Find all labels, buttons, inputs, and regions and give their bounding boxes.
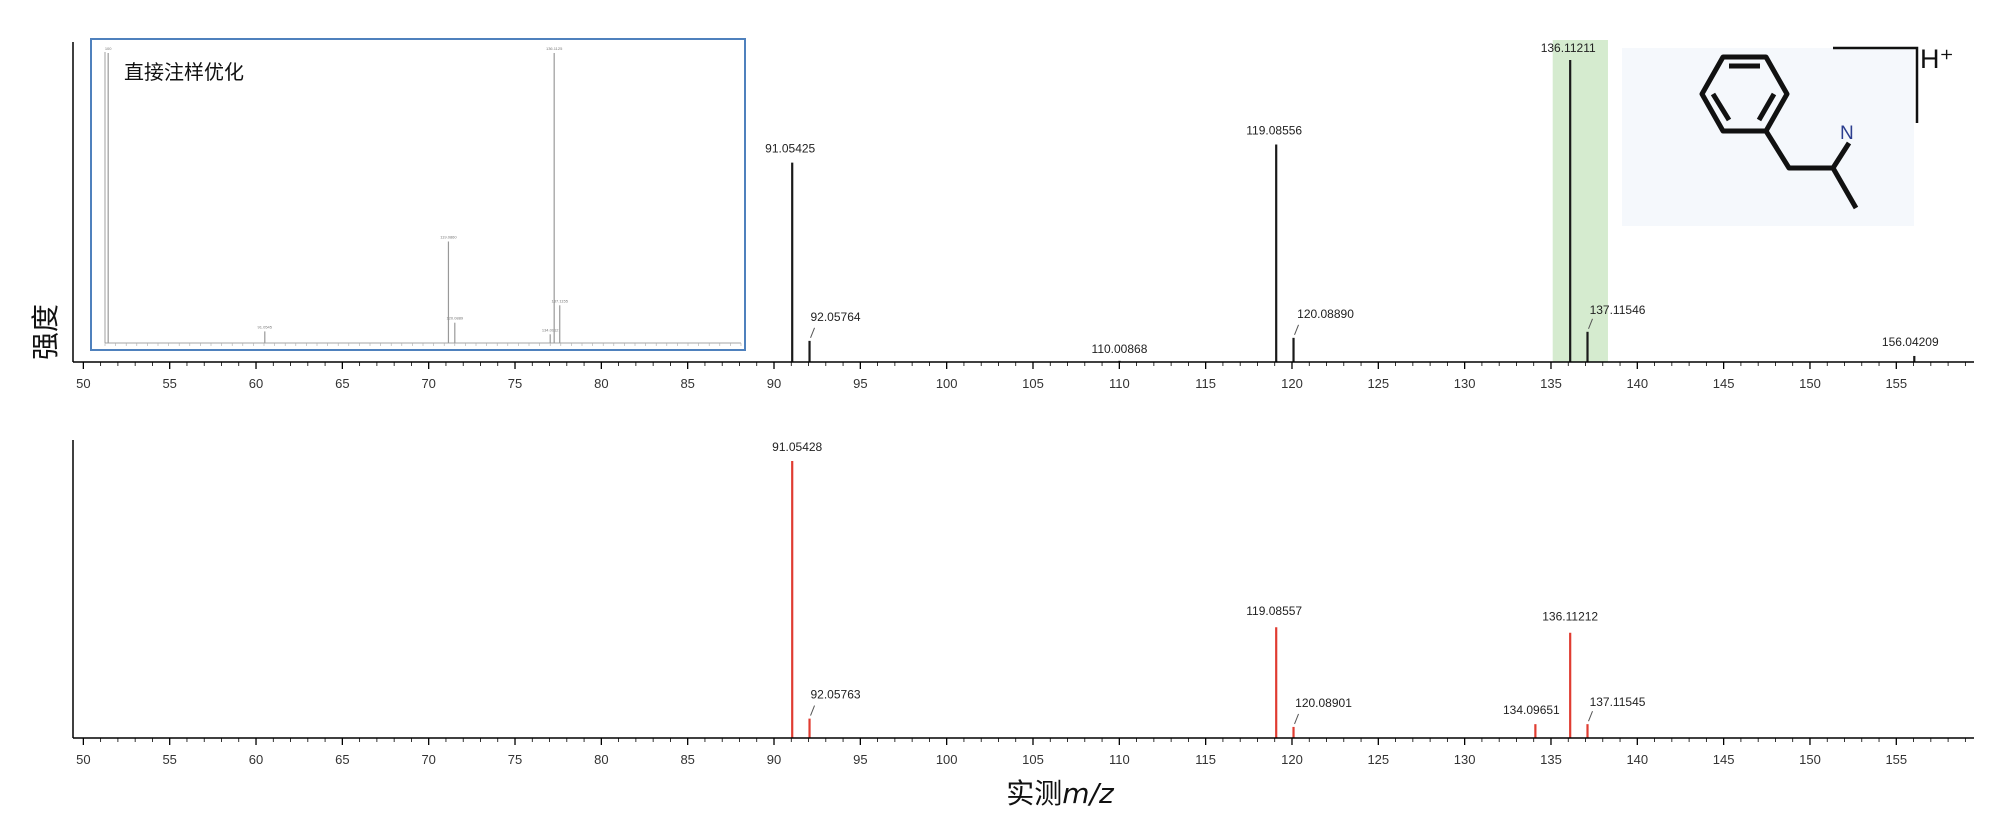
x-tick-label: 65 — [335, 752, 349, 767]
x-tick-label: 60 — [249, 376, 263, 391]
peak-label: 156.04209 — [1882, 335, 1939, 349]
x-tick-label: 60 — [249, 752, 263, 767]
peak-label: 136.11211 — [1541, 41, 1596, 55]
peak-label: 134.09651 — [1503, 703, 1560, 717]
benzene-double-bond — [1756, 92, 1777, 122]
bottom-peaks-group — [791, 461, 1589, 738]
x-tick-label: 125 — [1367, 752, 1389, 767]
peak-label: 92.05763 — [811, 688, 861, 702]
x-tick-label: 95 — [853, 376, 867, 391]
x-tick-label: 70 — [421, 376, 435, 391]
peak-label-leader — [1588, 710, 1593, 722]
bottom-peak-labels-group: 91.05428 92.05763 119.08557 120.08901 134.09… — [772, 440, 1646, 725]
inset-title: 直接注样优化 — [124, 60, 244, 84]
peak-label: 120.08890 — [1297, 307, 1354, 321]
x-tick-label: 145 — [1713, 752, 1735, 767]
x-tick-label: 150 — [1799, 752, 1821, 767]
nitrogen-atom-label: N — [1840, 123, 1854, 144]
top-spectrum-panel: 91.05425 92.05764 110.00868 119.08556 120.08… — [72, 40, 1974, 391]
peak-label: 91.05425 — [765, 142, 815, 156]
inset-peak-label: 91.0545 — [258, 324, 273, 329]
x-axis-title-variable: m/z — [1062, 777, 1115, 810]
x-tick-label: 155 — [1885, 376, 1907, 391]
peak-label-leader — [810, 327, 815, 339]
peak-label: 120.08901 — [1295, 696, 1352, 710]
top-x-ticks-group: 50 55 60 65 70 75 80 85 90 95 100 105 110 115 120 125 13… — [76, 362, 1966, 391]
x-tick-label: 120 — [1281, 752, 1303, 767]
precursor-highlight-band — [1552, 40, 1608, 362]
y-axis-title: 强度 — [29, 304, 62, 360]
x-tick-label: 115 — [1195, 376, 1216, 391]
x-tick-label: 85 — [680, 376, 694, 391]
x-tick-label: 110 — [1109, 376, 1130, 391]
x-tick-label: 90 — [767, 376, 781, 391]
x-tick-label: 90 — [767, 752, 781, 767]
methyl-bond — [1830, 166, 1859, 210]
x-tick-label: 125 — [1367, 376, 1389, 391]
inset-peaks-group: 100 91.0545 119.0860 120.0889 134.0912 136.11… — [105, 46, 569, 343]
x-tick-label: 55 — [162, 752, 176, 767]
x-tick-label: 75 — [508, 376, 522, 391]
peak-label: 119.08557 — [1246, 604, 1302, 618]
x-tick-label: 70 — [421, 752, 435, 767]
benzene-double-bond — [1710, 92, 1732, 122]
x-tick-label: 50 — [76, 376, 90, 391]
inset-frame — [90, 38, 746, 351]
x-tick-label: 140 — [1626, 752, 1648, 767]
x-tick-label: 80 — [594, 752, 608, 767]
peak-label-leader — [1294, 713, 1299, 725]
x-tick-label: 100 — [936, 376, 958, 391]
x-tick-label: 150 — [1799, 376, 1821, 391]
inset-peak-label: 137.1155 — [552, 298, 569, 303]
x-tick-label: 80 — [594, 376, 608, 391]
top-peak-labels-group: 91.05425 92.05764 110.00868 119.08556 120.08… — [765, 41, 1939, 356]
inset-peak-label: 119.0860 — [440, 235, 457, 240]
inset-spectrum: 直接注样优化 100 91.0545 119.0860 120.0889 134.091… — [90, 38, 746, 351]
x-axis-title-prefix: 实测 — [1006, 777, 1062, 810]
x-tick-label: 135 — [1540, 376, 1562, 391]
x-axis-title: 实测m/z — [1006, 777, 1115, 810]
x-tick-label: 85 — [680, 752, 694, 767]
x-tick-label: 135 — [1540, 752, 1562, 767]
x-tick-label: 55 — [162, 376, 176, 391]
x-tick-label: 65 — [335, 376, 349, 391]
peak-label: 91.05428 — [772, 440, 822, 454]
x-tick-label: 105 — [1022, 376, 1044, 391]
x-tick-label: 130 — [1454, 376, 1476, 391]
peak-label: 110.00868 — [1092, 342, 1148, 356]
x-tick-label: 130 — [1454, 752, 1476, 767]
side-chain-bonds — [1763, 129, 1852, 171]
peak-label: 119.08556 — [1246, 124, 1302, 138]
x-tick-label: 100 — [936, 752, 958, 767]
bottom-spectrum-panel: 91.05428 92.05763 119.08557 120.08901 134.09… — [72, 440, 1974, 767]
inset-x-ticks-group — [104, 343, 742, 346]
x-tick-label: 155 — [1885, 752, 1907, 767]
x-tick-label: 115 — [1195, 752, 1216, 767]
x-tick-label: 50 — [76, 752, 90, 767]
x-tick-label: 140 — [1626, 376, 1648, 391]
ion-bracket — [1833, 46, 1919, 123]
peak-label: 137.11545 — [1590, 695, 1646, 709]
peak-label: 136.11212 — [1542, 610, 1598, 624]
x-tick-label: 145 — [1713, 376, 1735, 391]
peak-label: 92.05764 — [811, 310, 861, 324]
peak-label-leader — [1294, 324, 1299, 336]
peak-label-leader — [810, 705, 815, 716]
inset-peak-label: 100 — [105, 46, 112, 51]
x-tick-label: 95 — [853, 752, 867, 767]
inset-peak-label: 120.0889 — [446, 316, 463, 321]
x-tick-label: 120 — [1281, 376, 1303, 391]
bottom-x-ticks-group: 50 55 60 65 70 75 80 85 90 95 100 105 110 115 120 125 13… — [76, 738, 1966, 767]
peak-label-leader — [1588, 318, 1593, 329]
x-tick-label: 75 — [508, 752, 522, 767]
x-tick-label: 105 — [1022, 752, 1044, 767]
peak-label: 137.11546 — [1590, 303, 1646, 317]
inset-peak-label: 136.1125 — [546, 46, 563, 51]
amphetamine-structure: N H⁺ — [1622, 44, 1954, 226]
x-tick-label: 110 — [1109, 752, 1130, 767]
inset-peak-label: 134.0912 — [542, 327, 559, 332]
ion-charge-label: H⁺ — [1920, 44, 1954, 74]
